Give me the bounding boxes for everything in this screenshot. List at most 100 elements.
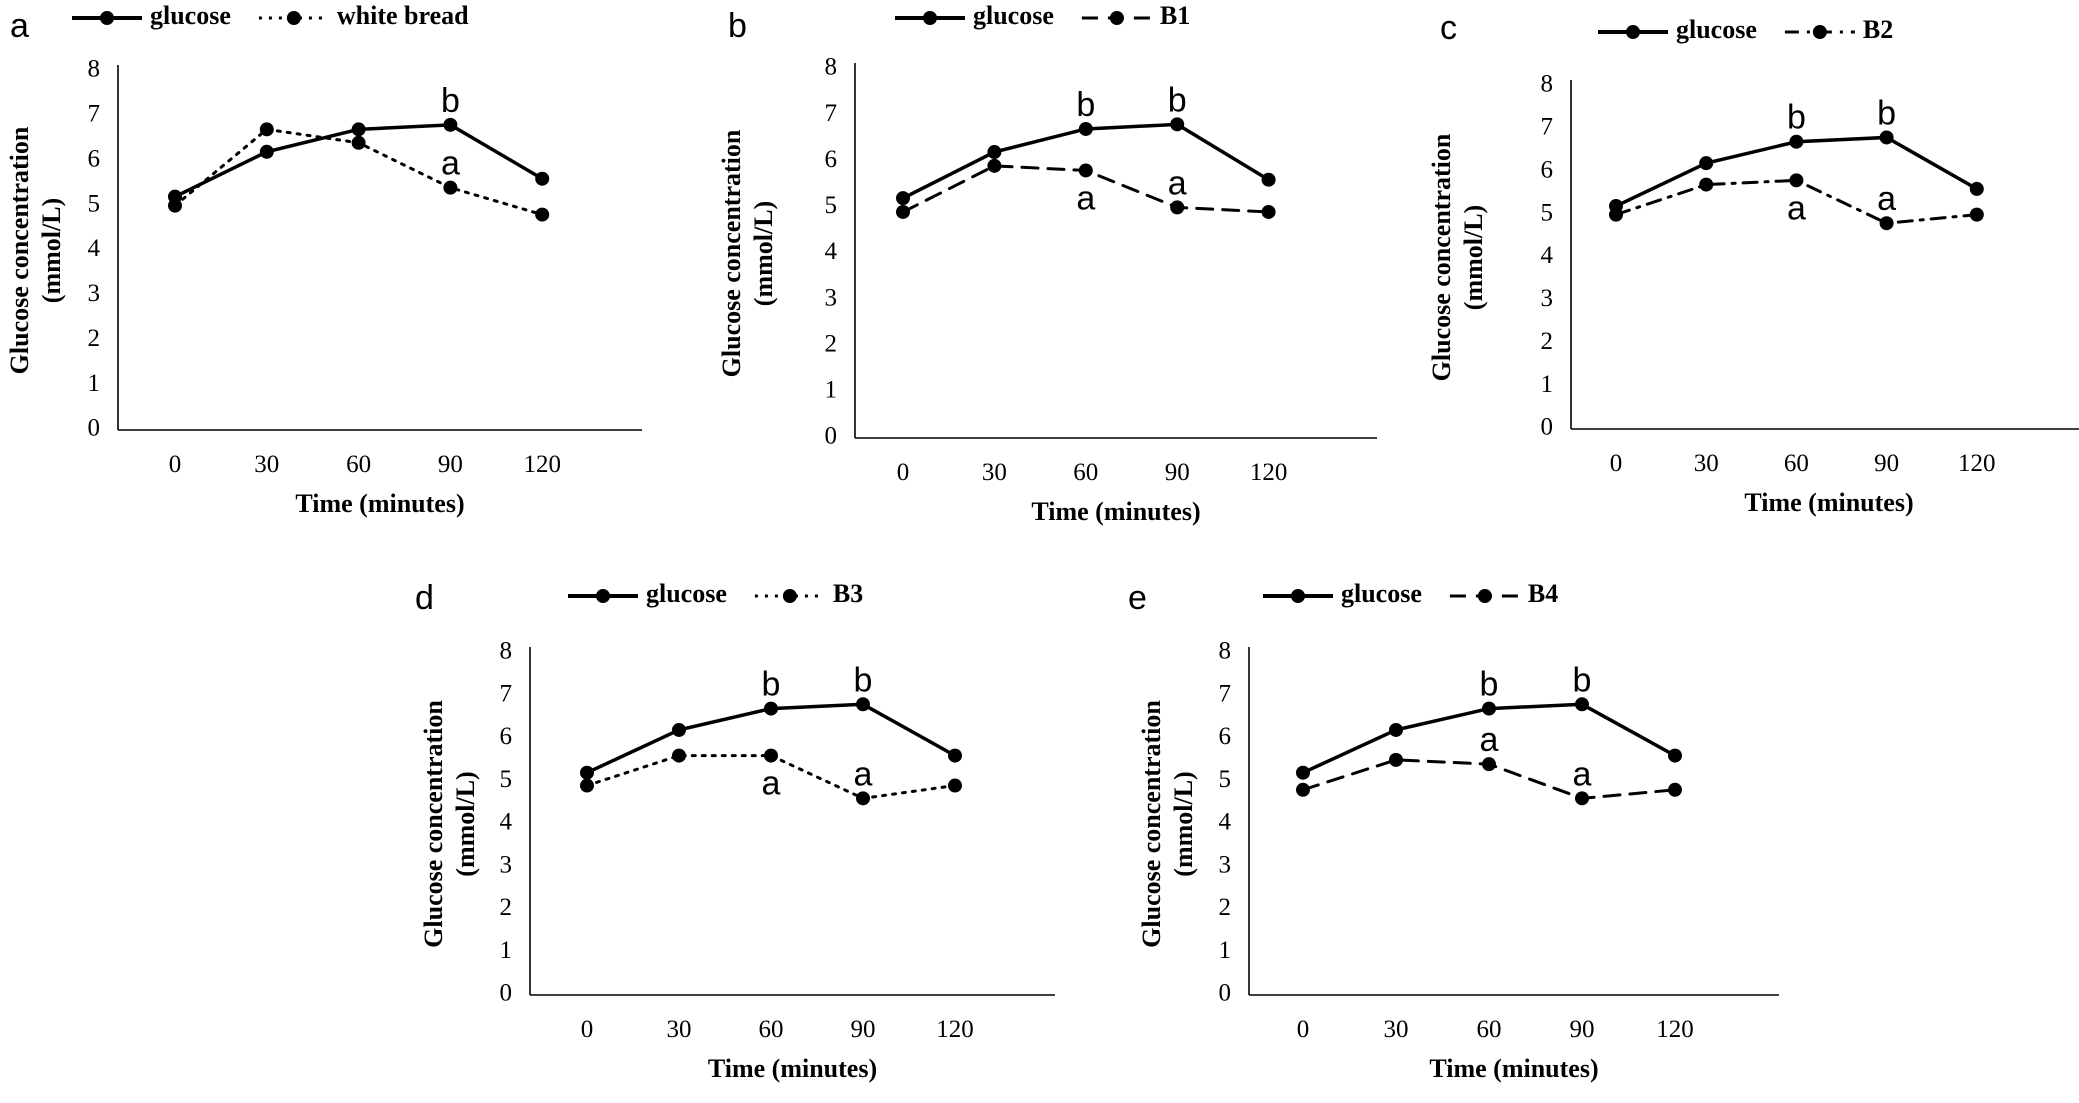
data-point xyxy=(987,158,1002,173)
panel-letter: d xyxy=(415,579,434,617)
y-tick-label: 6 xyxy=(500,723,513,750)
significance-label: b xyxy=(1076,86,1095,124)
y-tick-label: 1 xyxy=(500,937,513,964)
significance-label: a xyxy=(1573,755,1592,793)
x-axis-title: Time (minutes) xyxy=(295,489,464,518)
y-axis-title: (mmol/L) xyxy=(1169,771,1198,876)
x-axis-title: Time (minutes) xyxy=(1031,497,1200,526)
legend-marker xyxy=(1477,589,1492,603)
data-point xyxy=(896,204,910,219)
significance-label: b xyxy=(854,661,873,699)
data-point xyxy=(1575,791,1589,806)
x-tick-label: 90 xyxy=(1874,450,1899,477)
y-axis-title: Glucose concentration xyxy=(1427,133,1456,381)
y-axis-title: Glucose concentration xyxy=(1137,700,1166,948)
x-tick-label: 90 xyxy=(1570,1016,1595,1043)
data-point xyxy=(1261,172,1276,187)
data-point xyxy=(1482,757,1496,772)
data-point xyxy=(259,144,274,159)
data-point xyxy=(535,171,550,186)
x-tick-label: 120 xyxy=(1250,459,1288,486)
x-tick-label: 0 xyxy=(1297,1016,1310,1043)
y-tick-label: 4 xyxy=(1541,242,1554,269)
legend-marker xyxy=(1812,25,1827,39)
y-tick-label: 7 xyxy=(1541,114,1554,141)
y-tick-label: 2 xyxy=(1219,894,1232,921)
y-tick-label: 1 xyxy=(88,370,101,397)
x-tick-label: 120 xyxy=(1958,450,1996,477)
legend-label: B4 xyxy=(1528,579,1558,608)
legend-label: B1 xyxy=(1160,1,1190,30)
legend-label: B3 xyxy=(833,579,863,608)
y-tick-label: 8 xyxy=(88,56,101,83)
y-axis-title: (mmol/L) xyxy=(37,198,66,303)
y-tick-label: 5 xyxy=(1219,766,1232,793)
y-tick-label: 6 xyxy=(1219,723,1232,750)
x-tick-label: 120 xyxy=(523,451,561,478)
x-tick-label: 60 xyxy=(1477,1016,1502,1043)
y-tick-label: 5 xyxy=(825,192,838,219)
y-tick-label: 4 xyxy=(1219,809,1232,836)
y-axis-title: Glucose concentration xyxy=(419,700,448,948)
x-tick-label: 0 xyxy=(169,451,182,478)
x-tick-label: 30 xyxy=(1694,450,1719,477)
significance-label: a xyxy=(1076,179,1095,217)
data-point xyxy=(351,135,366,150)
x-tick-label: 30 xyxy=(667,1016,692,1043)
y-tick-label: 2 xyxy=(88,325,101,352)
legend-marker xyxy=(100,11,114,25)
x-tick-label: 90 xyxy=(438,451,463,478)
y-tick-label: 5 xyxy=(500,766,513,793)
y-tick-label: 3 xyxy=(88,280,101,307)
y-tick-label: 2 xyxy=(500,894,513,921)
y-tick-label: 3 xyxy=(825,284,838,311)
legend-label: glucose xyxy=(1676,15,1757,44)
data-point xyxy=(1389,722,1403,737)
y-tick-label: 3 xyxy=(500,851,513,878)
data-point xyxy=(443,180,458,195)
data-point xyxy=(1078,163,1093,178)
legend-marker xyxy=(1109,11,1124,25)
y-tick-label: 0 xyxy=(1219,980,1232,1007)
legend-marker xyxy=(782,589,797,603)
x-tick-label: 0 xyxy=(581,1016,594,1043)
data-point xyxy=(259,122,274,137)
significance-label: b xyxy=(441,82,460,120)
data-point xyxy=(168,198,182,213)
x-axis-title: Time (minutes) xyxy=(1744,488,1913,517)
y-tick-label: 4 xyxy=(825,238,838,265)
x-tick-label: 30 xyxy=(982,459,1007,486)
significance-label: b xyxy=(1480,666,1499,704)
y-tick-label: 3 xyxy=(1541,285,1554,312)
data-point xyxy=(672,748,686,763)
x-axis-title: Time (minutes) xyxy=(1429,1054,1598,1083)
x-tick-label: 120 xyxy=(1656,1016,1694,1043)
y-axis-title: (mmol/L) xyxy=(451,771,480,876)
data-point xyxy=(580,765,594,780)
significance-label: a xyxy=(854,755,873,793)
y-tick-label: 4 xyxy=(500,809,513,836)
y-tick-label: 7 xyxy=(88,101,101,128)
panel-letter: e xyxy=(1128,579,1147,617)
data-point xyxy=(1389,752,1403,767)
legend-label: glucose xyxy=(646,579,727,608)
x-tick-label: 90 xyxy=(851,1016,876,1043)
data-point xyxy=(1699,156,1714,171)
y-tick-label: 8 xyxy=(1541,71,1554,98)
legend-marker xyxy=(286,11,301,25)
data-point xyxy=(351,122,366,137)
data-point xyxy=(1078,121,1093,136)
legend-label: glucose xyxy=(1341,579,1422,608)
panel-d: d 0 1 2 3 4 5 6 7 8 0 30 60 90 120 Time (minutes) Glucos… xyxy=(415,579,1055,1083)
significance-label: b xyxy=(1787,99,1806,137)
y-axis-title: Glucose concentration xyxy=(717,129,746,377)
data-point xyxy=(1609,207,1623,222)
data-point xyxy=(1482,701,1496,716)
y-tick-label: 4 xyxy=(88,235,101,262)
significance-label: a xyxy=(1480,721,1499,759)
x-tick-label: 90 xyxy=(1165,459,1190,486)
x-axis-title: Time (minutes) xyxy=(708,1054,877,1083)
significance-label: a xyxy=(441,145,460,183)
y-tick-label: 5 xyxy=(1541,199,1554,226)
y-tick-label: 2 xyxy=(1541,328,1554,355)
